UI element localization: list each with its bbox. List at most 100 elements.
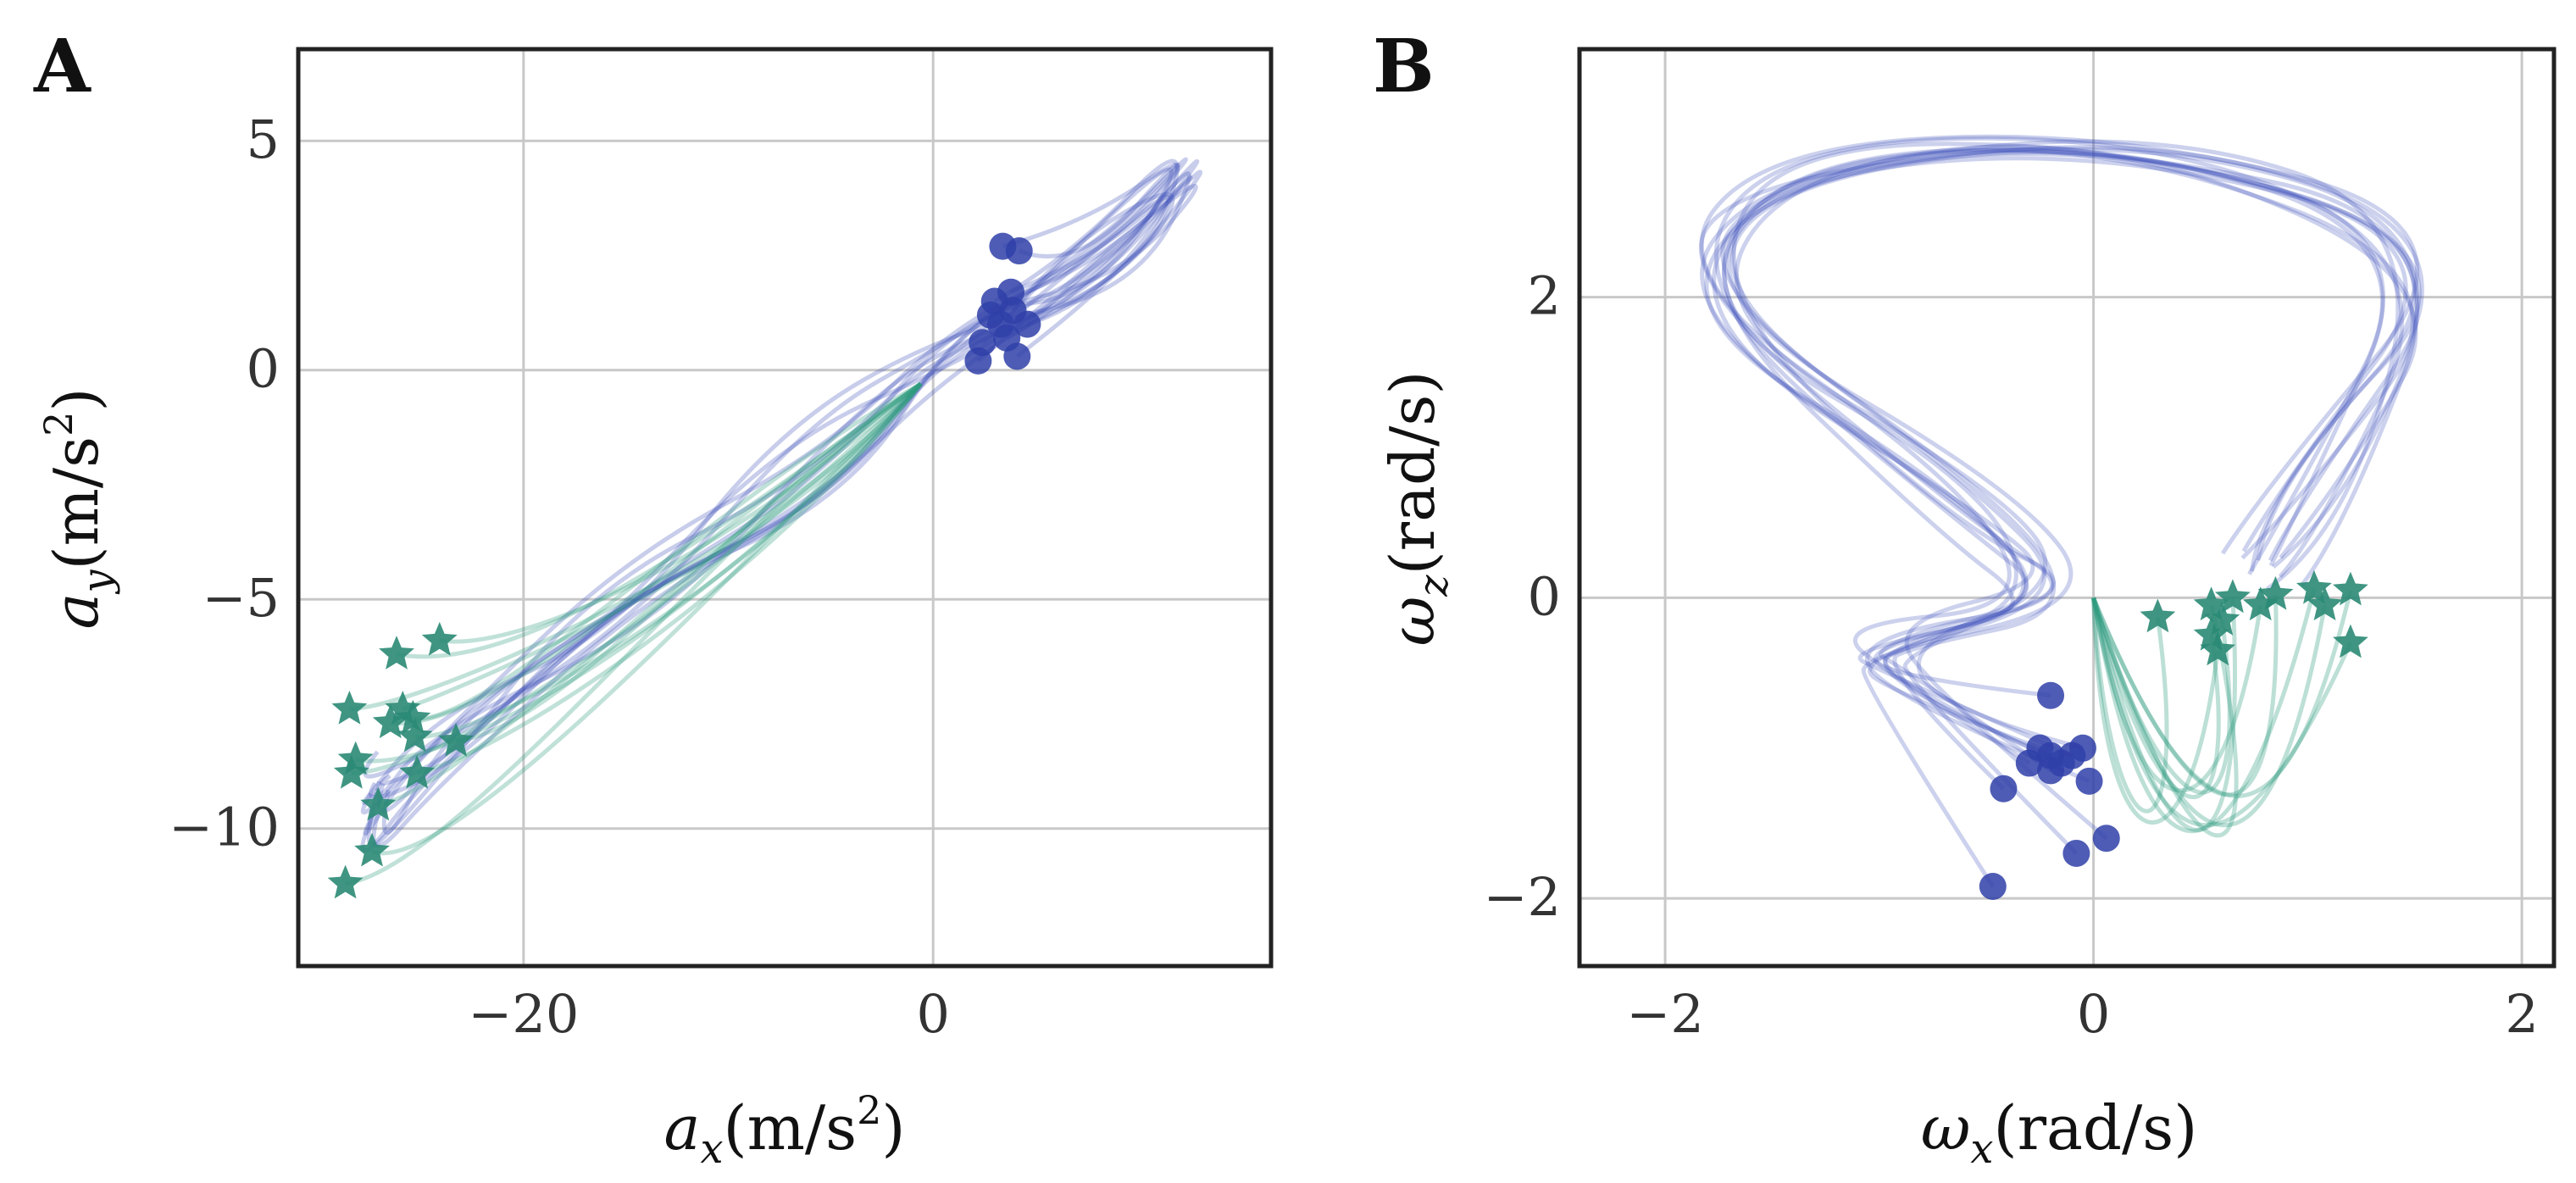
panel-letter-a: A bbox=[33, 24, 92, 109]
end-point-star-marker bbox=[397, 718, 433, 753]
end-point-star-marker bbox=[2215, 579, 2251, 614]
trajectory-forward bbox=[1698, 147, 2420, 784]
trajectory-return bbox=[390, 381, 923, 725]
end-point-star-marker bbox=[395, 699, 431, 734]
start-point-marker bbox=[2092, 825, 2120, 853]
trajectory-forward bbox=[1726, 156, 2408, 888]
trajectory-return bbox=[2091, 589, 2353, 798]
trajectory-return bbox=[2091, 588, 2317, 834]
trajectory-forward bbox=[1713, 136, 2404, 698]
y-axis-label-b: ωz(rad/s) bbox=[1377, 371, 1457, 647]
start-point-marker bbox=[964, 347, 992, 375]
trajectory-return bbox=[2091, 597, 2221, 799]
grid-b bbox=[1579, 49, 2554, 966]
trajectory-return bbox=[396, 381, 923, 659]
end-point-star-marker bbox=[354, 832, 390, 867]
y-tick-label: 5 bbox=[247, 108, 280, 170]
trajectory-forward bbox=[1699, 134, 2419, 765]
trajectory-return bbox=[439, 382, 923, 644]
trajectory-return bbox=[2091, 597, 2239, 838]
end-point-star-marker bbox=[327, 864, 364, 899]
trajectory-return bbox=[2091, 597, 2353, 828]
trajectory-return bbox=[2091, 597, 2169, 814]
trajectory-return bbox=[2091, 594, 2279, 797]
y-tick-label: 0 bbox=[247, 338, 280, 400]
end-point-star-marker bbox=[2333, 624, 2368, 658]
end-point-star-marker bbox=[421, 621, 458, 656]
trajectory-return bbox=[355, 382, 923, 764]
start-point-marker bbox=[999, 297, 1027, 325]
trajectory-return bbox=[455, 381, 923, 744]
end-point-star-marker bbox=[2242, 586, 2279, 621]
trajectory-forward bbox=[1700, 147, 2422, 773]
y-tick-label: −2 bbox=[1484, 866, 1561, 928]
trajectory-forward bbox=[1730, 150, 2384, 751]
x-axis-label-a: ax(m/s2) bbox=[664, 1087, 906, 1173]
panel-b: B −2 0 2 2 0 −2 ωx(rad/s) ωz(rad/s) bbox=[1373, 24, 2557, 1173]
y-tick-label: −5 bbox=[203, 567, 280, 629]
start-point-marker bbox=[2015, 749, 2043, 777]
trajectory-forward bbox=[381, 183, 1198, 835]
trajectory-forward bbox=[1720, 139, 2401, 791]
trajectory-forward bbox=[1712, 148, 2419, 841]
end-point-star-marker bbox=[2257, 575, 2294, 610]
panel-letter-b: B bbox=[1373, 24, 1435, 109]
end-point-star-marker bbox=[438, 722, 474, 757]
y-tick-label: 2 bbox=[1528, 265, 1561, 327]
end-point-star-marker bbox=[2200, 631, 2236, 666]
trajectory-return bbox=[371, 382, 923, 856]
trajectory-return bbox=[2091, 597, 2232, 795]
start-point-marker bbox=[2058, 741, 2086, 769]
trajectory-forward bbox=[369, 192, 1175, 800]
y-axis-label-a: ay(m/s2) bbox=[36, 387, 121, 629]
panel-a: A −20 0 5 0 −5 −10 ax(m/s2) ay(m/s2) bbox=[33, 24, 1274, 1173]
trajectory-forward bbox=[1722, 147, 2415, 765]
trajectory-forward bbox=[366, 158, 1200, 847]
plot-frame-b bbox=[1577, 47, 2557, 969]
trajectory-forward bbox=[363, 162, 1179, 779]
ticks-b: −2 0 2 2 0 −2 bbox=[1484, 265, 2539, 1045]
x-axis-label-b: ωx(rad/s) bbox=[1921, 1092, 2198, 1173]
start-point-marker bbox=[2075, 767, 2103, 795]
trajectory-return bbox=[377, 381, 923, 808]
start-point-marker bbox=[1990, 775, 2018, 803]
x-tick-label: 2 bbox=[2505, 983, 2538, 1045]
x-tick-label: 0 bbox=[916, 983, 949, 1045]
end-point-star-marker bbox=[337, 741, 374, 775]
x-tick-label: 0 bbox=[2077, 983, 2110, 1045]
ticks-a: −20 0 5 0 −5 −10 bbox=[169, 108, 950, 1045]
trajectory-return bbox=[345, 381, 923, 886]
end-point-star-marker bbox=[2333, 571, 2368, 606]
x-tick-label: −20 bbox=[468, 983, 579, 1045]
start-point-marker bbox=[1005, 237, 1033, 265]
trajectory-forward bbox=[1722, 151, 2417, 758]
trajectory-forward bbox=[1731, 142, 2385, 751]
trajectories-a bbox=[345, 157, 1203, 886]
trajectory-forward bbox=[360, 175, 1193, 815]
trajectory-forward bbox=[1734, 144, 2418, 855]
trajectory-forward bbox=[361, 171, 1191, 805]
end-point-star-marker bbox=[2140, 598, 2176, 633]
trajectory-forward bbox=[1704, 145, 2424, 758]
trajectory-forward bbox=[360, 195, 1171, 853]
markers-b bbox=[1979, 569, 2368, 900]
end-point-star-marker bbox=[372, 704, 408, 739]
trajectory-forward bbox=[371, 163, 1180, 848]
grid-a bbox=[298, 49, 1271, 966]
trajectory-return bbox=[416, 382, 923, 776]
start-point-marker bbox=[1979, 872, 2007, 900]
x-tick-label: −2 bbox=[1626, 983, 1703, 1045]
trajectory-return bbox=[2091, 597, 2263, 793]
trajectory-return bbox=[413, 381, 922, 721]
y-tick-label: −10 bbox=[169, 797, 280, 858]
trajectory-return bbox=[351, 382, 923, 776]
trajectory-forward bbox=[376, 169, 1203, 814]
end-point-star-marker bbox=[331, 691, 368, 725]
trajectory-return bbox=[2091, 597, 2328, 828]
start-point-marker bbox=[1003, 342, 1031, 370]
end-point-star-marker bbox=[379, 636, 414, 669]
markers-a bbox=[327, 232, 1041, 899]
trajectories-b bbox=[1698, 134, 2424, 888]
start-point-marker bbox=[2037, 757, 2065, 785]
